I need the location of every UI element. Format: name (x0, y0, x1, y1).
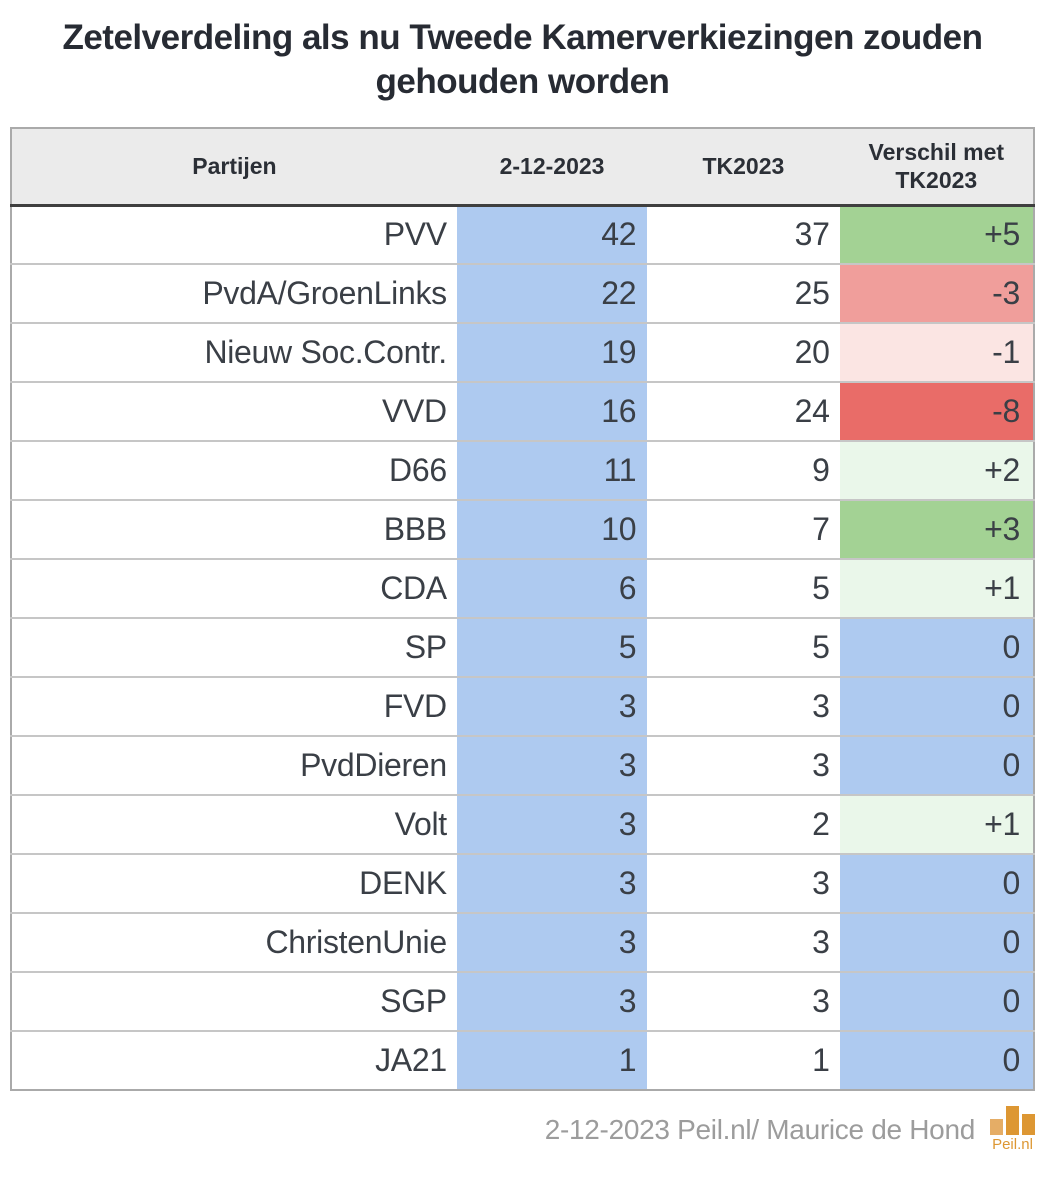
current-seats-cell: 6 (456, 559, 648, 618)
diff-cell: -3 (839, 264, 1034, 323)
diff-cell: -1 (839, 323, 1034, 382)
diff-cell: +1 (839, 795, 1034, 854)
tk2023-seats-cell: 3 (647, 972, 840, 1031)
table-row: Volt 3 2 +1 (11, 795, 1034, 854)
current-seats-cell: 1 (456, 1031, 648, 1090)
diff-cell: +2 (839, 441, 1034, 500)
diff-cell: 0 (839, 1031, 1034, 1090)
table-row: ChristenUnie 3 3 0 (11, 913, 1034, 972)
current-seats-cell: 16 (456, 382, 648, 441)
tk2023-seats-cell: 9 (647, 441, 840, 500)
diff-cell: 0 (839, 913, 1034, 972)
table-row: DENK 3 3 0 (11, 854, 1034, 913)
party-cell: SP (11, 618, 457, 677)
current-seats-cell: 42 (456, 205, 648, 264)
tk2023-seats-cell: 25 (647, 264, 840, 323)
header-verschil: Verschil met TK2023 (839, 128, 1034, 207)
tk2023-seats-cell: 3 (647, 854, 840, 913)
party-cell: VVD (11, 382, 457, 441)
current-seats-cell: 3 (456, 677, 648, 736)
bar-chart-icon (990, 1106, 1035, 1135)
logo-bar-tall (1006, 1106, 1019, 1135)
header-partijen: Partijen (11, 128, 457, 207)
tk2023-seats-cell: 37 (647, 205, 840, 264)
tk2023-seats-cell: 5 (647, 559, 840, 618)
current-seats-cell: 3 (456, 854, 648, 913)
table-row: SGP 3 3 0 (11, 972, 1034, 1031)
diff-cell: +3 (839, 500, 1034, 559)
table-row: PvdDieren 3 3 0 (11, 736, 1034, 795)
peil-logo: Peil.nl (990, 1106, 1039, 1153)
tk2023-seats-cell: 1 (647, 1031, 840, 1090)
footer: 2-12-2023 Peil.nl/ Maurice de Hond Peil.… (0, 1106, 1045, 1153)
tk2023-seats-cell: 7 (647, 500, 840, 559)
peil-logo-text: Peil.nl (992, 1136, 1033, 1153)
party-cell: FVD (11, 677, 457, 736)
tk2023-seats-cell: 20 (647, 323, 840, 382)
header-tk2023: TK2023 (647, 128, 840, 207)
table-header: Partijen 2-12-2023 TK2023 Verschil met T… (11, 128, 1034, 207)
tk2023-seats-cell: 24 (647, 382, 840, 441)
tk2023-seats-cell: 2 (647, 795, 840, 854)
party-cell: PvdDieren (11, 736, 457, 795)
diff-cell: 0 (839, 854, 1034, 913)
table-row: JA21 1 1 0 (11, 1031, 1034, 1090)
diff-cell: 0 (839, 618, 1034, 677)
current-seats-cell: 3 (456, 736, 648, 795)
current-seats-cell: 3 (456, 913, 648, 972)
table-row: D66 11 9 +2 (11, 441, 1034, 500)
tk2023-seats-cell: 3 (647, 736, 840, 795)
party-cell: BBB (11, 500, 457, 559)
table-row: PvdA/GroenLinks 22 25 -3 (11, 264, 1034, 323)
diff-cell: 0 (839, 677, 1034, 736)
diff-cell: -8 (839, 382, 1034, 441)
page-title: Zetelverdeling als nu Tweede Kamerverkie… (62, 18, 983, 101)
logo-bar-medium (1022, 1114, 1035, 1135)
party-cell: PVV (11, 205, 457, 264)
table-row: SP 5 5 0 (11, 618, 1034, 677)
current-seats-cell: 11 (456, 441, 648, 500)
party-cell: PvdA/GroenLinks (11, 264, 457, 323)
tk2023-seats-cell: 5 (647, 618, 840, 677)
party-cell: SGP (11, 972, 457, 1031)
table-row: CDA 6 5 +1 (11, 559, 1034, 618)
current-seats-cell: 10 (456, 500, 648, 559)
diff-cell: 0 (839, 736, 1034, 795)
party-cell: D66 (11, 441, 457, 500)
seat-projection-table: Partijen 2-12-2023 TK2023 Verschil met T… (10, 127, 1035, 1091)
current-seats-cell: 3 (456, 972, 648, 1031)
diff-cell: 0 (839, 972, 1034, 1031)
current-seats-cell: 3 (456, 795, 648, 854)
party-cell: Volt (11, 795, 457, 854)
table-row: PVV 42 37 +5 (11, 205, 1034, 264)
party-cell: JA21 (11, 1031, 457, 1090)
current-seats-cell: 5 (456, 618, 648, 677)
party-cell: CDA (11, 559, 457, 618)
table-body: PVV 42 37 +5 PvdA/GroenLinks 22 25 -3 Ni… (11, 205, 1034, 1090)
tk2023-seats-cell: 3 (647, 913, 840, 972)
diff-cell: +5 (839, 205, 1034, 264)
diff-cell: +1 (839, 559, 1034, 618)
current-seats-cell: 22 (456, 264, 648, 323)
table-row: FVD 3 3 0 (11, 677, 1034, 736)
logo-bar-short (990, 1119, 1003, 1135)
table-row: Nieuw Soc.Contr. 19 20 -1 (11, 323, 1034, 382)
party-cell: Nieuw Soc.Contr. (11, 323, 457, 382)
party-cell: DENK (11, 854, 457, 913)
current-seats-cell: 19 (456, 323, 648, 382)
table-row: BBB 10 7 +3 (11, 500, 1034, 559)
header-current: 2-12-2023 (456, 128, 648, 207)
credit-text: 2-12-2023 Peil.nl/ Maurice de Hond (544, 1113, 976, 1145)
header-row: Partijen 2-12-2023 TK2023 Verschil met T… (11, 128, 1034, 207)
tk2023-seats-cell: 3 (647, 677, 840, 736)
table-row: VVD 16 24 -8 (11, 382, 1034, 441)
party-cell: ChristenUnie (11, 913, 457, 972)
